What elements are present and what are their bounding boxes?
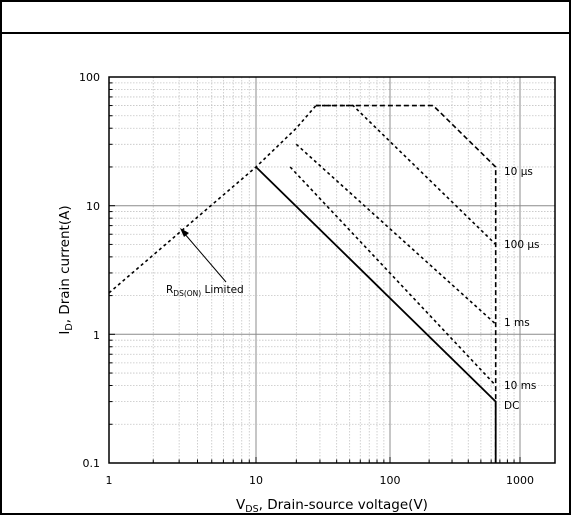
- series-line-0: [315, 104, 497, 463]
- y-tick-label: 1: [93, 329, 100, 342]
- y-tick-label: 0.1: [83, 457, 101, 470]
- series-line-2: [295, 143, 497, 325]
- series-label-1ms: 1 ms: [504, 317, 530, 329]
- annotation-arrow-head: [180, 228, 189, 237]
- grid: [109, 77, 555, 463]
- y-axis-title: ID, Drain current(A): [57, 205, 75, 334]
- x-tick-label: 1: [106, 474, 113, 487]
- series-label-10ms: 10 ms: [504, 380, 536, 392]
- x-tick-label: 1000: [506, 474, 534, 487]
- rds-annotation: RDS(ON) Limited: [166, 228, 244, 298]
- annotation-label: RDS(ON) Limited: [166, 284, 244, 298]
- series-line-5: [108, 105, 317, 294]
- y-tick-labels: 0.1 1 10 100: [79, 71, 100, 470]
- series-line-3: [289, 166, 497, 387]
- series-label-dc: DC: [504, 400, 519, 412]
- x-tick-label: 100: [380, 474, 401, 487]
- y-tick-label: 10: [86, 200, 100, 213]
- series-label-100us: 100 µs: [504, 239, 540, 251]
- series-label-10us: 10 µs: [504, 166, 533, 178]
- x-tick-label: 10: [249, 474, 263, 487]
- series-line-1: [315, 104, 497, 245]
- x-tick-labels: 1 10 100 1000: [106, 474, 535, 487]
- axis-ticks: [108, 76, 521, 464]
- series-line-4: [255, 166, 497, 463]
- plot-area: [108, 76, 556, 464]
- annotation-arrow-line: [183, 232, 227, 283]
- y-tick-label: 100: [79, 71, 100, 84]
- x-axis-title: VDS, Drain-source voltage(V): [236, 497, 428, 515]
